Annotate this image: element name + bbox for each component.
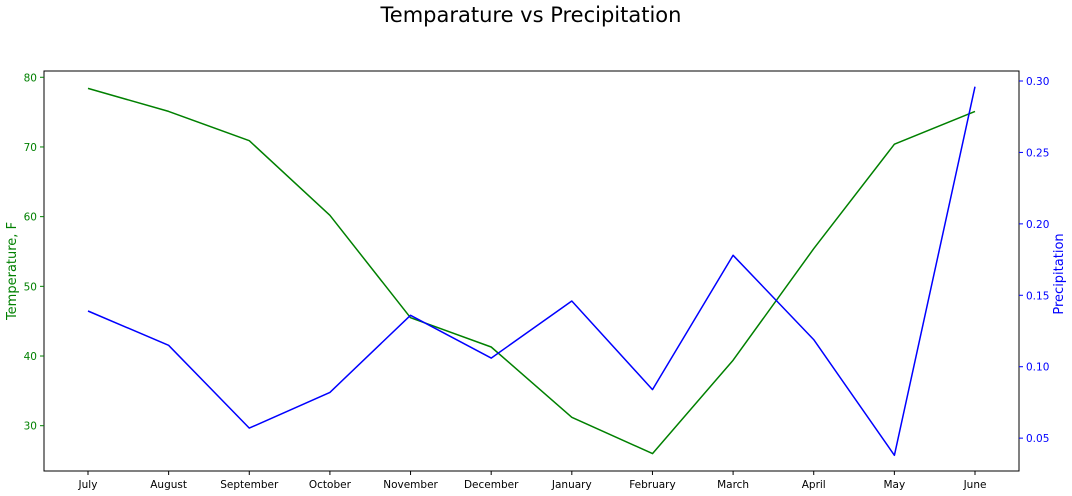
- right-y-tick-label: 0.25: [1026, 147, 1049, 159]
- left-y-tick-label: 40: [24, 351, 37, 363]
- x-tick-label: November: [383, 479, 438, 491]
- chart-title: Temparature vs Precipitation: [380, 3, 682, 27]
- x-tick-label: July: [78, 479, 98, 491]
- precipitation-line: [87, 86, 976, 457]
- x-tick-label: April: [802, 479, 826, 491]
- left-y-tick-label: 80: [24, 72, 37, 84]
- left-y-axis: 30 40 50 60 70 80: [24, 72, 44, 433]
- plot-area: [43, 70, 1020, 472]
- right-y-tick-label: 0.10: [1026, 362, 1049, 374]
- series-lines: [87, 86, 976, 457]
- x-axis: July August September October November Decemb…: [78, 471, 987, 491]
- left-y-tick-label: 60: [24, 212, 37, 224]
- right-y-tick-label: 0.15: [1026, 290, 1049, 302]
- left-y-tick-label: 70: [24, 142, 37, 154]
- x-tick-label: May: [884, 479, 906, 491]
- x-tick-label: September: [220, 479, 279, 491]
- right-axis-title: Precipitation: [1052, 233, 1067, 314]
- x-tick-label: October: [309, 479, 352, 491]
- x-tick-label: August: [150, 479, 187, 491]
- x-tick-label: June: [963, 479, 987, 491]
- left-y-tick-label: 50: [24, 281, 37, 293]
- left-y-tick-label: 30: [24, 421, 37, 433]
- temperature-line: [87, 87, 976, 455]
- right-y-tick-label: 0.30: [1026, 76, 1049, 88]
- left-axis-title: Temperature, F: [5, 222, 20, 321]
- x-tick-label: December: [464, 479, 519, 491]
- right-y-axis: 0.05 0.10 0.15 0.20 0.25 0.30: [1019, 76, 1049, 445]
- x-tick-label: January: [551, 479, 592, 491]
- right-y-tick-label: 0.20: [1026, 219, 1049, 231]
- x-tick-label: March: [717, 479, 749, 491]
- x-tick-label: February: [629, 479, 676, 491]
- right-y-tick-label: 0.05: [1026, 433, 1049, 445]
